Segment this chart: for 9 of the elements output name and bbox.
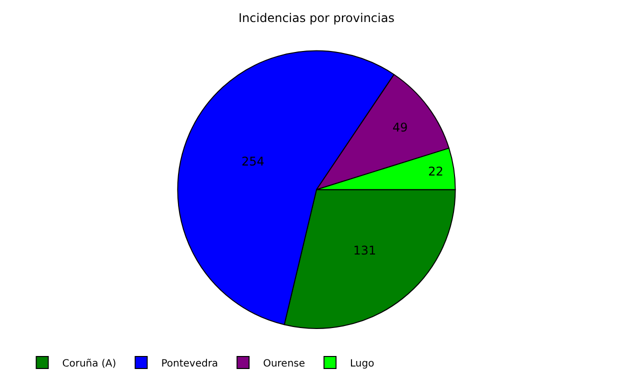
data-label: 131 [353,244,376,258]
legend-label: Lugo [350,358,374,370]
legend-label: Coruña (A) [62,358,116,370]
data-label: 254 [241,154,264,169]
data-label: 49 [392,120,408,134]
chart-title: Incidencias por provincias [238,10,394,25]
legend-label: Ourense [263,358,306,370]
legend-label: Pontevedra [161,358,218,370]
data-label: 22 [428,164,444,178]
